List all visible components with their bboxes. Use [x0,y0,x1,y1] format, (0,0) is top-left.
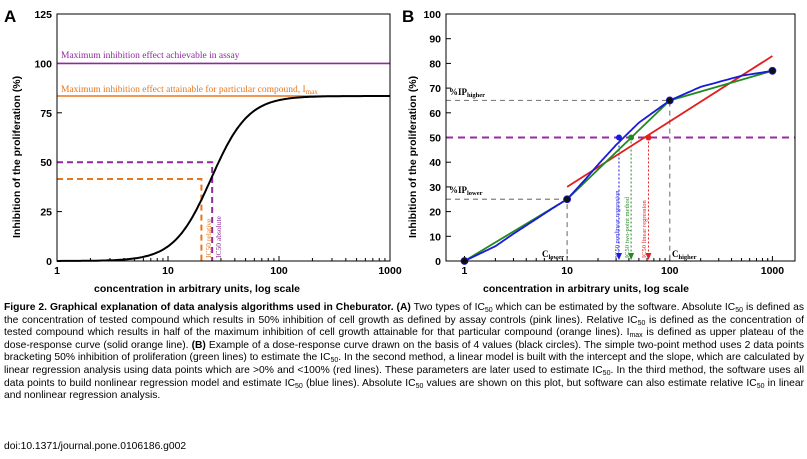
y-tick-label: 90 [429,34,441,46]
ic50-twopoint-drop-arrow [628,253,635,260]
ic50-twopoint-label: IC50 two-point method [624,196,631,258]
ic50-nonlinear-marker [615,134,622,141]
x-tick-label: 10 [162,265,174,277]
panel-b-ylabel: Inhibition of the proliferation (%) [407,76,419,238]
y-tick-label: 75 [40,108,52,120]
ip-lower-sub: lower [467,190,483,197]
panel-a-xlabel: concentration in arbitrary units, log sc… [94,283,300,295]
panel-b-xticks: 1 10 100 1000 [462,256,785,277]
panel-a-yticks: 0 25 50 75 100 125 [34,9,62,268]
c-higher-sub: higher [679,254,697,261]
panel-a-plot [57,62,390,262]
y-tick-label: 50 [40,157,52,169]
y-tick-label: 125 [34,9,52,21]
x-tick-label: 100 [270,265,288,277]
ip-higher-text: %IP [449,87,468,97]
imax-label-sub: max [306,88,319,96]
panel-b-plot [446,55,795,265]
y-tick-label: 0 [46,256,52,268]
data-point [563,195,572,204]
y-tick-label: 40 [429,157,441,169]
doi-text: doi:10.1371/journal.pone.0106186.g002 [4,441,187,452]
y-tick-label: 30 [429,182,441,194]
panel-a-ylabel: Inhibition of the proliferation (%) [11,76,23,238]
panel-a: A Inhibition of the proliferation (%) co… [4,7,402,295]
c-lower-label: Clower [542,249,564,261]
ip-lower-text: %IP [449,185,468,195]
max-inhibition-label: Maximum inhibition effect achievable in … [61,50,240,61]
data-point [665,96,674,105]
y-tick-label: 10 [429,231,441,243]
x-tick-label: 1 [54,265,60,277]
dose-response-curve [57,95,390,262]
panel-b: B Inhibition of the proliferation (%) co… [402,7,796,295]
panel-a-frame [56,13,391,262]
x-tick-label: 1000 [378,265,402,277]
ic50-nonlinear-label: IC50 nonlinear regression [614,190,621,258]
ip-higher-sub: higher [467,92,485,99]
figure: A Inhibition of the proliferation (%) co… [4,7,796,295]
c-lower-text: C [542,249,549,259]
y-tick-label: 70 [429,83,441,95]
caption-title: Figure 2. Graphical explanation of data … [4,302,394,313]
caption-body-b: (B) Example of a dose-response curve dra… [4,339,805,402]
imax-label-text: Maximum inhibition effect attainable for… [61,84,306,95]
imax-label: Maximum inhibition effect attainable for… [61,84,318,96]
figure-caption: Figure 2. Graphical explanation of data … [4,302,804,403]
ic50-nonlinear-drop-arrow [615,253,622,260]
y-tick-label: 80 [429,58,441,70]
x-tick-label: 10 [561,265,573,277]
two-point-line [464,69,773,262]
ic50-twopoint-marker [628,134,635,141]
c-lower-sub: lower [549,254,565,261]
panel-b-letter: B [402,7,414,26]
ip-lower-dashed [446,198,568,261]
c-higher-label: Chigher [672,249,697,261]
ic50-absolute-dashed [57,161,214,261]
y-tick-label: 50 [429,133,441,145]
ic50-relative-dashed [57,177,203,261]
panel-a-xticks: 1 10 100 1000 [54,256,402,277]
ic50-relative-label: IC50 relative [204,218,213,258]
ip-lower-label: %IPlower [449,185,483,197]
y-tick-label: 25 [40,207,52,219]
x-tick-label: 1000 [761,265,785,277]
ic50-linear-marker [645,134,652,141]
ic50-linear-drop-arrow [645,253,652,260]
panel-b-frame [445,13,796,262]
nonlinear-regression-curve [464,69,773,262]
panel-b-xlabel: concentration in arbitrary units, log sc… [483,283,689,295]
y-tick-label: 60 [429,108,441,120]
y-tick-label: 100 [34,58,52,70]
ip-higher-label: %IPhigher [449,87,485,99]
caption-body-a: (A) Two types of IC50 which can be estim… [4,302,804,351]
ip-higher-dashed [446,99,671,261]
panel-a-letter: A [4,7,16,26]
x-tick-label: 1 [462,265,468,277]
x-tick-label: 100 [661,265,679,277]
y-tick-label: 0 [435,256,441,268]
ic50-linear-label: IC50 linear regression [641,199,648,258]
ic50-absolute-label: IC50 absolute [214,215,223,258]
c-higher-text: C [672,249,679,259]
y-tick-label: 20 [429,207,441,219]
data-point [768,66,777,75]
panel-b-yticks: 0 10 20 30 40 50 60 70 80 90 100 [423,9,451,268]
y-tick-label: 100 [423,9,441,21]
